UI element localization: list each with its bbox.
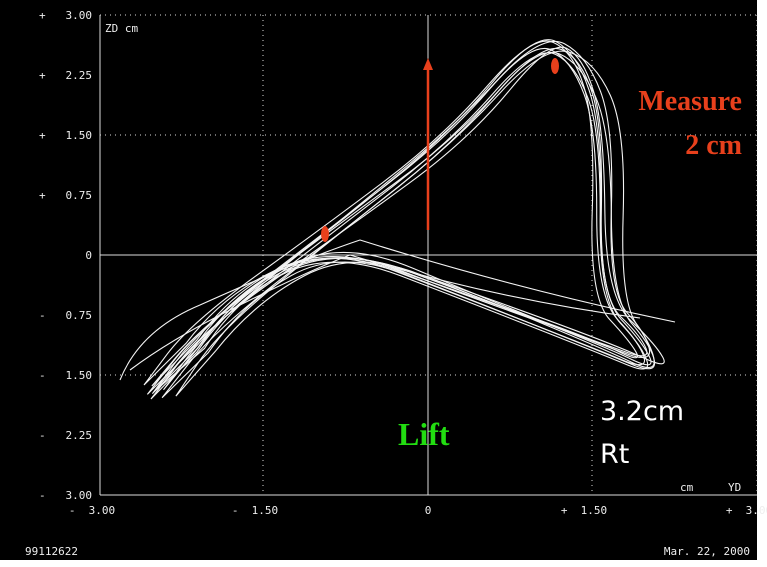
annotation: 3.2cm	[600, 396, 684, 427]
trace	[143, 40, 638, 386]
y-tick-label: 0	[85, 249, 92, 262]
trace	[129, 254, 641, 371]
background	[0, 0, 757, 560]
x-tick-label: - 3.00	[69, 504, 115, 517]
jaw-traces	[119, 39, 676, 400]
y-tick-label: - 2.25	[39, 429, 92, 442]
annotation: Measure	[638, 86, 742, 117]
y-tick-label: + 0.75	[39, 189, 92, 202]
trace	[150, 52, 649, 400]
y-tick-label: - 0.75	[39, 309, 92, 322]
y-tick-label: - 1.50	[39, 369, 92, 382]
annotation: 2 cm	[685, 130, 742, 161]
trace	[146, 48, 646, 395]
y-axis-label: ZD cm	[105, 22, 138, 35]
x-tick-label: 0	[425, 504, 432, 517]
x-axis-unit: cm	[680, 481, 694, 494]
marker	[551, 58, 559, 74]
annotation: Lift	[398, 416, 450, 452]
marker	[321, 226, 329, 242]
x-axis-label: YD	[728, 481, 741, 494]
y-tick-label: + 1.50	[39, 129, 92, 142]
x-tick-label: - 1.50	[232, 504, 278, 517]
x-tick-label: + 1.50	[561, 504, 607, 517]
arrow-head	[423, 58, 433, 70]
annotation: Rt	[600, 439, 629, 470]
record-id: 99112622	[25, 545, 78, 558]
trace	[119, 239, 676, 381]
y-tick-label: + 2.25	[39, 69, 92, 82]
record-date: Mar. 22, 2000	[664, 545, 750, 558]
x-tick-label: + 3.00	[726, 504, 767, 517]
y-tick-label: - 3.00	[39, 489, 92, 502]
y-tick-label: + 3.00	[39, 9, 92, 22]
